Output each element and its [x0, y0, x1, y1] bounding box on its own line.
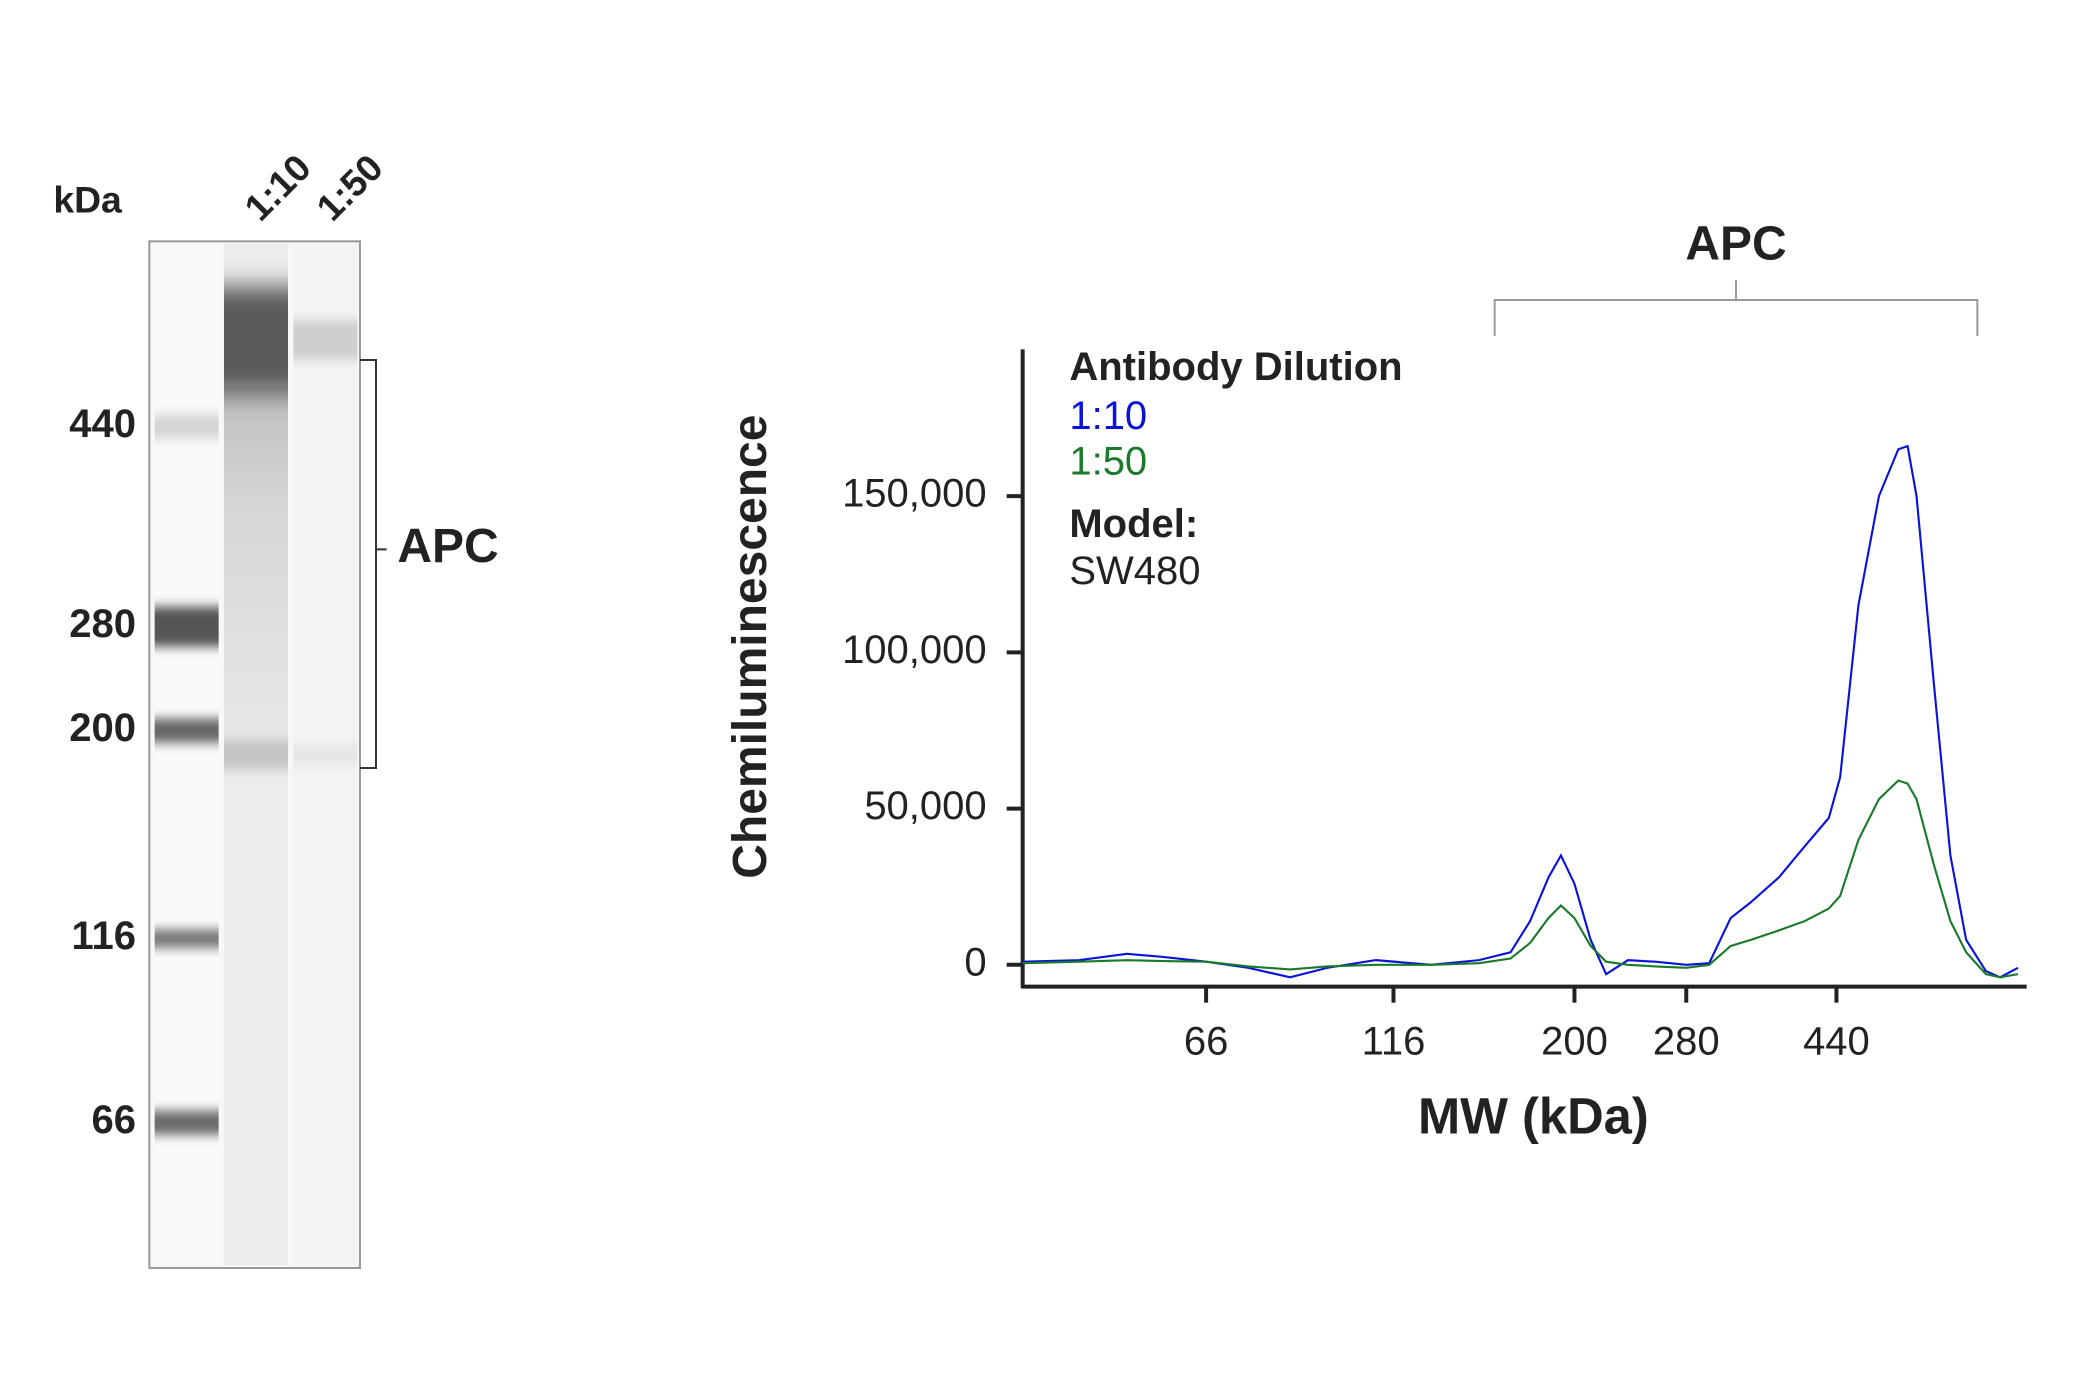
y-tick-label: 0: [964, 940, 986, 984]
x-tick-label: 440: [1803, 1020, 1870, 1064]
model-name: SW480: [1069, 549, 1200, 593]
marker-label: 440: [69, 402, 136, 446]
chart: APC Chemiluminescence MW (kDa) Antibody …: [724, 217, 2027, 1144]
ladder-lane: [153, 244, 220, 1266]
gel-panel: kDa 1:10 1:50 APC 440 280 200 116 66: [53, 146, 499, 1269]
x-tick-label: 280: [1653, 1020, 1720, 1064]
y-axis-label: Chemiluminescence: [724, 415, 777, 879]
lane-label: 1:50: [308, 146, 391, 229]
band-label: APC: [397, 520, 498, 573]
marker-label: 66: [92, 1098, 137, 1142]
legend-title: Antibody Dilution: [1069, 345, 1402, 389]
lane-band: [224, 740, 288, 770]
marker-label: 200: [69, 706, 136, 750]
legend-entry: 1:50: [1069, 440, 1147, 484]
x-tick-label: 200: [1541, 1020, 1608, 1064]
marker-label: 280: [69, 602, 136, 646]
y-tick-label: 150,000: [842, 472, 987, 516]
lane-band: [293, 744, 358, 766]
ladder-band: [154, 929, 219, 948]
lane-band: [224, 286, 288, 394]
lane-band: [293, 320, 358, 360]
series-line: [1022, 444, 2019, 979]
series-line: [1022, 779, 2019, 979]
legend-entry: 1:10: [1069, 394, 1147, 438]
gel-unit-label: kDa: [53, 179, 122, 221]
ladder-band: [154, 414, 219, 439]
x-axis-label: MW (kDa): [1418, 1087, 1649, 1144]
x-tick-label: 66: [1184, 1020, 1229, 1064]
y-tick-label: 100,000: [842, 628, 987, 672]
marker-label: 116: [71, 914, 136, 958]
bracket-label: APC: [1685, 217, 1786, 270]
ladder-band: [154, 606, 219, 647]
apc-bracket: [1493, 280, 1979, 336]
lane-smear: [224, 386, 288, 787]
ladder-band: [154, 1110, 219, 1135]
y-tick-label: 50,000: [864, 784, 986, 828]
ladder-band: [154, 718, 219, 743]
apc-bracket: [360, 359, 387, 769]
lane-label: 1:10: [236, 146, 319, 229]
x-tick-label: 116: [1362, 1020, 1426, 1064]
model-label: Model:: [1069, 502, 1198, 546]
